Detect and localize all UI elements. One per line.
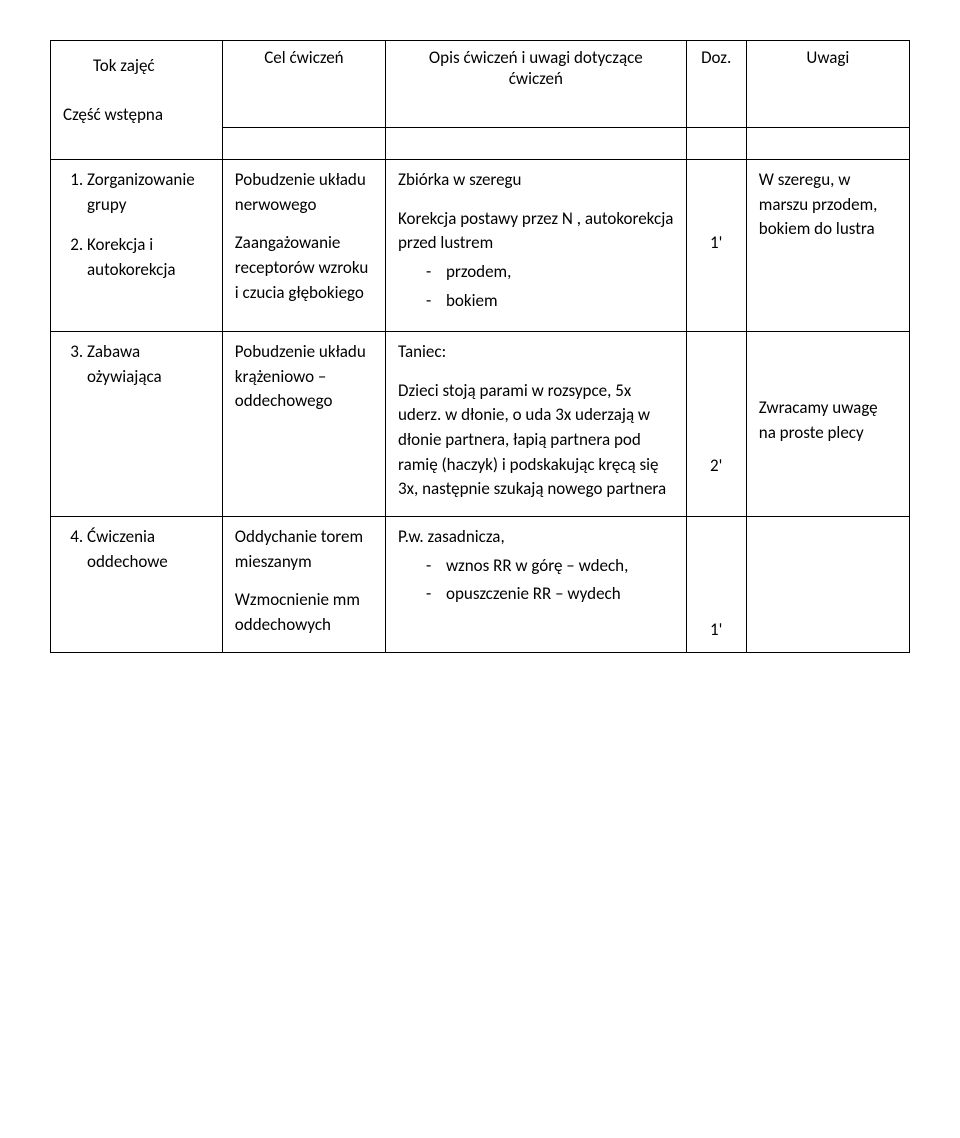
doz-cell: 1': [686, 160, 746, 332]
doz-cell: 2': [686, 332, 746, 517]
opis-cell: Taniec: Dzieci stoją parami w rozsypce, …: [386, 332, 687, 517]
tok-list: Zabawa ożywiająca: [63, 340, 210, 389]
opis-body: Dzieci stoją parami w rozsypce, 5x uderz…: [398, 379, 674, 502]
cel-p1: Pobudzenie układu nerwowego: [235, 168, 373, 217]
tok-item-2: Korekcja i autokorekcja: [87, 233, 210, 282]
header-tok-label: Tok zajęć: [63, 49, 210, 76]
header-opis-line2: ćwiczeń: [509, 68, 563, 89]
opis-dash-1: przodem,: [426, 260, 674, 285]
tok-cell: Ćwiczenia oddechowe: [51, 517, 223, 653]
uwagi-text: W szeregu, w marszu przodem, bokiem do l…: [759, 168, 897, 242]
tok-item-1: Zorganizowanie grupy: [87, 168, 210, 217]
section-label: Część wstępna: [63, 76, 210, 145]
opis-p1: Zbiórka w szeregu: [398, 168, 674, 193]
table-header-row: Tok zajęć Część wstępna Cel ćwiczeń Opis…: [51, 41, 910, 128]
uwagi-text: Zwracamy uwagę na proste plecy: [759, 396, 897, 445]
opis-dash-list: przodem, bokiem: [398, 260, 674, 313]
tok-cell: Zorganizowanie grupy Korekcja i autokore…: [51, 160, 223, 332]
table-row: Zabawa ożywiająca Pobudzenie układu krąż…: [51, 332, 910, 517]
uwagi-cell: [746, 517, 909, 653]
tok-cell: Zabawa ożywiająca: [51, 332, 223, 517]
tok-list: Zorganizowanie grupy Korekcja i autokore…: [63, 168, 210, 283]
cel-p2: Wzmocnienie mm oddechowych: [235, 588, 373, 637]
cel-cell: Oddychanie torem mieszanym Wzmocnienie m…: [222, 517, 385, 653]
tok-item-3: Zabawa ożywiająca: [87, 340, 210, 389]
opis-dash-2: bokiem: [426, 289, 674, 314]
header-opis-line1: Opis ćwiczeń i uwagi dotyczące: [429, 47, 643, 68]
empty-cell: [386, 128, 687, 160]
cel-cell: Pobudzenie układu nerwowego Zaangażowani…: [222, 160, 385, 332]
opis-dash-1: wznos RR w górę – wdech,: [426, 554, 674, 579]
table-row: Ćwiczenia oddechowe Oddychanie torem mie…: [51, 517, 910, 653]
tok-item-4: Ćwiczenia oddechowe: [87, 525, 210, 574]
doz-cell: 1': [686, 517, 746, 653]
opis-cell: Zbiórka w szeregu Korekcja postawy przez…: [386, 160, 687, 332]
opis-title: Taniec:: [398, 340, 674, 365]
tok-list: Ćwiczenia oddechowe: [63, 525, 210, 574]
opis-p2: Korekcja postawy przez N , autokorekcja …: [398, 207, 674, 256]
opis-dash-list: wznos RR w górę – wdech, opuszczenie RR …: [398, 554, 674, 607]
cel-text: Pobudzenie układu krążeniowo – oddechowe…: [235, 340, 373, 414]
cel-cell: Pobudzenie układu krążeniowo – oddechowe…: [222, 332, 385, 517]
header-tok: Tok zajęć Część wstępna: [51, 41, 223, 160]
header-opis: Opis ćwiczeń i uwagi dotyczące ćwiczeń: [386, 41, 687, 128]
header-doz: Doz.: [686, 41, 746, 128]
opis-title: P.w. zasadnicza,: [398, 525, 674, 550]
uwagi-cell: W szeregu, w marszu przodem, bokiem do l…: [746, 160, 909, 332]
exercise-table: Tok zajęć Część wstępna Cel ćwiczeń Opis…: [50, 40, 910, 653]
cel-p1: Oddychanie torem mieszanym: [235, 525, 373, 574]
cel-p2: Zaangażowanie receptorów wzroku i czucia…: [235, 231, 373, 305]
opis-dash-2: opuszczenie RR – wydech: [426, 582, 674, 607]
header-uwagi: Uwagi: [746, 41, 909, 128]
header-cel: Cel ćwiczeń: [222, 41, 385, 128]
empty-cell: [746, 128, 909, 160]
opis-cell: P.w. zasadnicza, wznos RR w górę – wdech…: [386, 517, 687, 653]
empty-cell: [686, 128, 746, 160]
table-row: Zorganizowanie grupy Korekcja i autokore…: [51, 160, 910, 332]
empty-cell: [222, 128, 385, 160]
uwagi-cell: Zwracamy uwagę na proste plecy: [746, 332, 909, 517]
